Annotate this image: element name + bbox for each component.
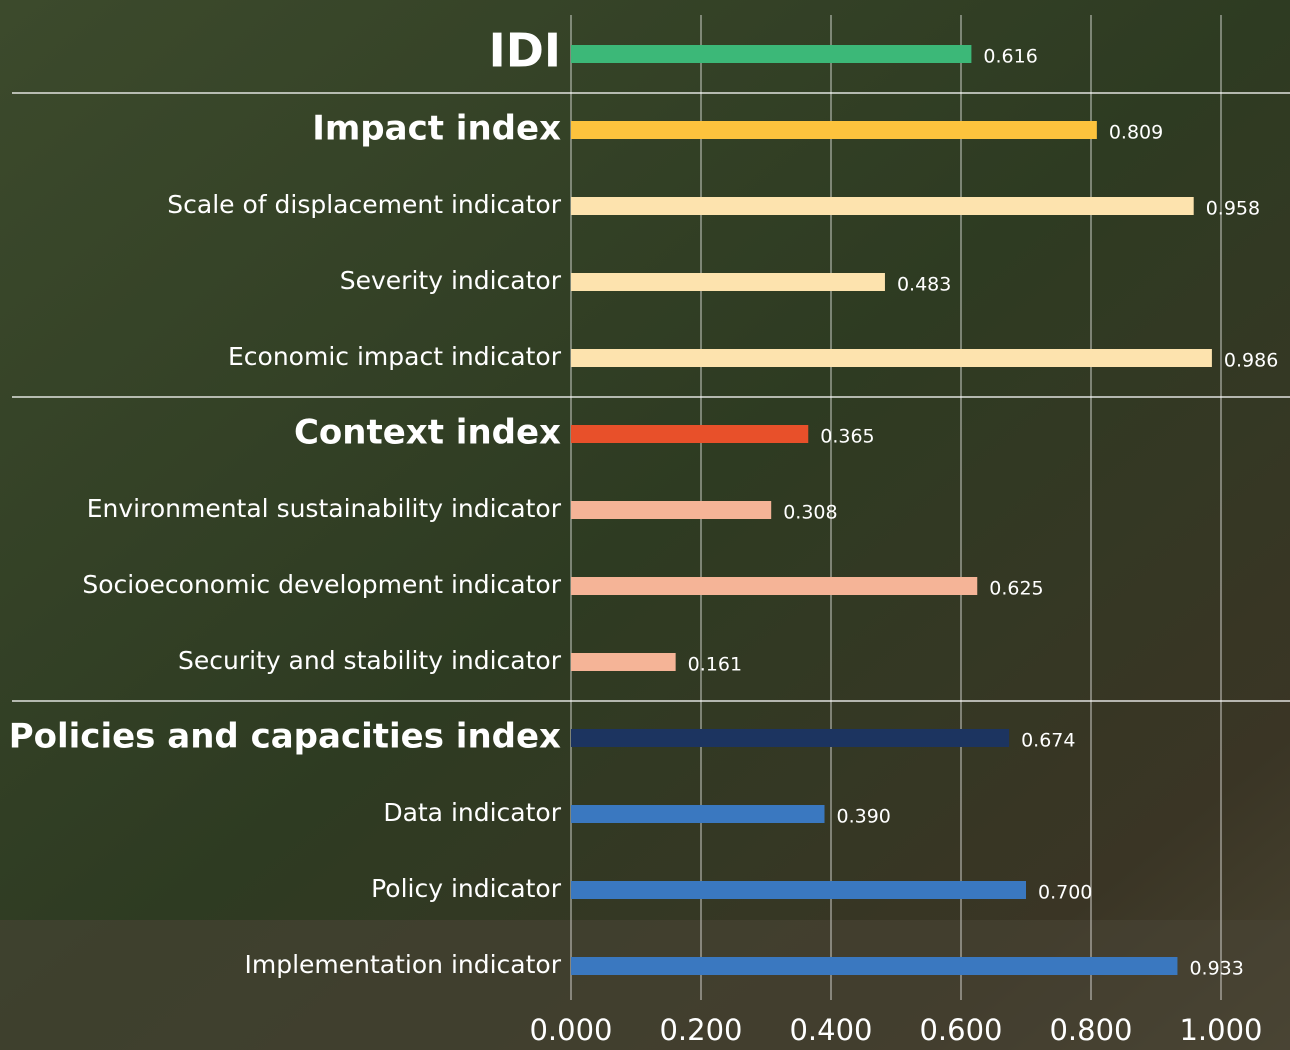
bar-label: Socioeconomic development indicator	[82, 570, 561, 599]
bar-label: Policies and capacities index	[9, 717, 561, 757]
bar	[571, 349, 1212, 367]
value-label: 0.616	[983, 46, 1037, 68]
bar-label: Severity indicator	[340, 266, 562, 295]
bar-label: IDI	[489, 24, 561, 78]
bar	[571, 577, 978, 595]
bar-label: Context index	[294, 413, 561, 453]
bar-label: Data indicator	[383, 798, 561, 827]
background-water	[0, 920, 1290, 1050]
value-label: 0.700	[1038, 882, 1092, 904]
x-tick-label: 0.800	[1049, 1013, 1132, 1047]
bar-label: Implementation indicator	[244, 950, 561, 979]
bar-label: Impact index	[312, 109, 561, 149]
x-tick-label: 1.000	[1179, 1013, 1262, 1047]
x-tick-label: 0.000	[529, 1013, 612, 1047]
value-label: 0.809	[1109, 122, 1163, 144]
bar-label: Environmental sustainability indicator	[87, 494, 562, 523]
value-label: 0.365	[820, 426, 874, 448]
value-label: 0.161	[688, 654, 742, 676]
bar	[571, 729, 1010, 747]
bar	[571, 121, 1097, 139]
value-label: 0.958	[1206, 198, 1260, 220]
value-label: 0.674	[1021, 730, 1075, 752]
value-label: 0.625	[989, 578, 1043, 600]
bar	[571, 653, 676, 671]
value-label: 0.308	[783, 502, 837, 524]
bar	[571, 881, 1026, 899]
bar	[571, 425, 809, 443]
bar	[571, 805, 825, 823]
value-label: 0.483	[897, 274, 951, 296]
bar-label: Economic impact indicator	[228, 342, 562, 371]
x-tick-label: 0.600	[919, 1013, 1002, 1047]
value-label: 0.986	[1224, 350, 1278, 372]
x-tick-label: 0.200	[659, 1013, 742, 1047]
bar	[571, 197, 1194, 215]
bar	[571, 957, 1178, 975]
bar-label: Security and stability indicator	[178, 646, 562, 675]
x-tick-label: 0.400	[789, 1013, 872, 1047]
value-label: 0.933	[1189, 958, 1243, 980]
bar-label: Policy indicator	[371, 874, 562, 903]
bar	[571, 273, 885, 291]
bar	[571, 45, 972, 63]
value-label: 0.390	[837, 806, 891, 828]
bar	[571, 501, 772, 519]
bar-label: Scale of displacement indicator	[167, 190, 561, 219]
